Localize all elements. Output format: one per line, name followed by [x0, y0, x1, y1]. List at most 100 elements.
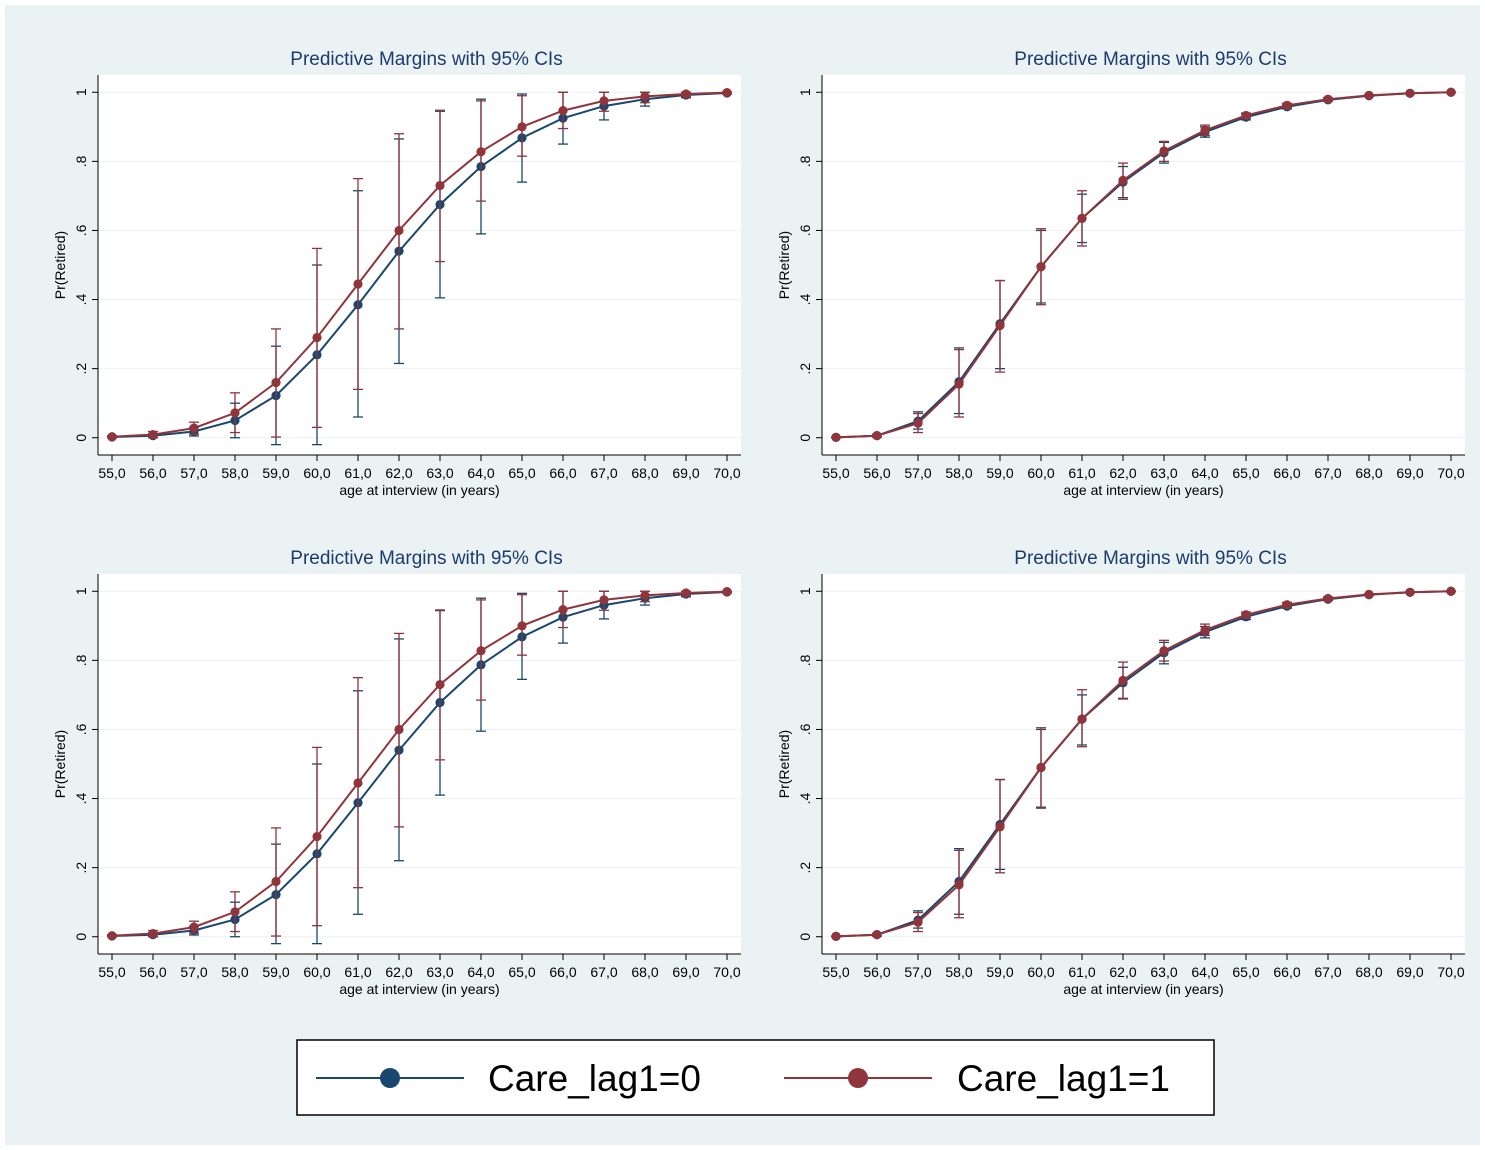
x-tick-label: 62,0 — [385, 465, 412, 481]
data-point — [394, 724, 404, 735]
data-point — [1159, 646, 1169, 656]
data-point — [722, 88, 732, 98]
data-point — [148, 929, 158, 939]
x-tick-label: 65,0 — [1232, 465, 1259, 481]
x-tick-label: 67,0 — [590, 465, 617, 481]
data-point — [394, 225, 404, 236]
x-tick-label: 57,0 — [180, 964, 207, 980]
x-axis-title: age at interview (in years) — [1063, 981, 1223, 997]
data-point — [1323, 94, 1333, 104]
x-tick-label: 67,0 — [1314, 465, 1341, 481]
data-point — [1118, 675, 1128, 686]
series-line — [111, 591, 728, 937]
chart-title: Predictive Margins with 95% CIs — [290, 548, 562, 569]
y-tick-label: .6 — [73, 224, 89, 236]
series-1 — [831, 87, 1456, 442]
y-tick-label: .6 — [73, 723, 89, 735]
y-tick-label: 0 — [73, 933, 89, 941]
data-point — [1200, 625, 1210, 635]
y-tick-label: .4 — [797, 792, 813, 804]
data-point — [148, 430, 158, 440]
x-tick-label: 60,0 — [303, 465, 330, 481]
data-point — [722, 587, 732, 597]
x-tick-label: 64,0 — [1191, 465, 1218, 481]
y-tick-label: .2 — [797, 363, 813, 375]
legend: Care_lag1=0 Care_lag1=1 — [296, 1039, 1215, 1116]
legend-label-1: Care_lag1=1 — [957, 1058, 1170, 1099]
legend-item-care-lag1-1: Care_lag1=1 — [784, 1058, 1170, 1099]
data-point — [872, 431, 882, 441]
data-point — [1159, 146, 1169, 156]
data-point — [517, 621, 527, 631]
series-line — [111, 590, 728, 937]
x-tick-label: 65,0 — [508, 465, 535, 481]
data-point — [1282, 600, 1292, 610]
chart-title: Predictive Margins with 95% CIs — [1014, 548, 1286, 569]
x-tick-label: 66,0 — [549, 465, 576, 481]
plot-area — [822, 574, 1465, 954]
data-point — [189, 922, 199, 932]
x-tick-label: 69,0 — [672, 964, 699, 980]
data-point — [230, 408, 240, 418]
x-tick-label: 64,0 — [467, 465, 494, 481]
legend-label-0: Care_lag1=0 — [488, 1058, 701, 1099]
x-tick-label: 58,0 — [945, 964, 972, 980]
y-tick-label: .6 — [797, 723, 813, 735]
x-tick-label: 63,0 — [1150, 465, 1177, 481]
y-tick-label: .2 — [73, 363, 89, 375]
data-point — [995, 320, 1005, 331]
x-tick-label: 56,0 — [863, 465, 890, 481]
x-tick-label: 66,0 — [1273, 964, 1300, 980]
x-tick-label: 64,0 — [1191, 964, 1218, 980]
x-tick-label: 69,0 — [1396, 465, 1423, 481]
data-point — [1323, 593, 1333, 604]
y-axis-title: Pr(Retired) — [52, 730, 68, 798]
x-tick-label: 67,0 — [590, 964, 617, 980]
data-point — [1364, 90, 1374, 100]
x-tick-label: 62,0 — [1109, 964, 1136, 980]
y-tick-label: .8 — [73, 654, 89, 666]
data-point — [353, 778, 363, 788]
legend-swatch-marker-0 — [380, 1068, 400, 1088]
y-axis-title: Pr(Retired) — [776, 730, 792, 798]
x-tick-label: 60,0 — [1027, 964, 1054, 980]
data-point — [599, 595, 609, 605]
data-point — [1077, 714, 1087, 724]
data-point — [872, 930, 882, 940]
x-tick-label: 59,0 — [262, 964, 289, 980]
data-point — [1036, 262, 1046, 272]
x-tick-label: 61,0 — [344, 465, 371, 481]
data-point — [913, 917, 923, 927]
x-tick-label: 64,0 — [467, 964, 494, 980]
x-tick-label: 69,0 — [1396, 964, 1423, 980]
series-line — [835, 91, 1452, 439]
x-tick-label: 69,0 — [672, 465, 699, 481]
chart-panel-2: 0 .2 .4 .6 .8 1 55,0 56,0 57,0 58,0 59,0 60,0 61,0 62… — [52, 548, 741, 997]
data-point — [1241, 610, 1251, 620]
x-tick-label: 58,0 — [221, 964, 248, 980]
data-point — [1405, 88, 1415, 98]
x-tick-label: 62,0 — [385, 964, 412, 980]
x-tick-label: 66,0 — [549, 964, 576, 980]
x-tick-label: 68,0 — [1355, 465, 1382, 481]
y-tick-label: 1 — [73, 587, 89, 595]
x-tick-label: 58,0 — [221, 465, 248, 481]
x-tick-label: 60,0 — [1027, 465, 1054, 481]
chart-title: Predictive Margins with 95% CIs — [290, 49, 562, 70]
data-point — [476, 147, 486, 157]
chart-panel-1: 0 .2 .4 .6 .8 1 55,0 56,0 57,0 58,0 59,0 60,0 61,0 62… — [776, 49, 1465, 498]
data-point — [107, 432, 117, 442]
x-tick-label: 55,0 — [98, 964, 125, 980]
y-tick-label: .2 — [73, 862, 89, 874]
x-tick-label: 63,0 — [1150, 964, 1177, 980]
y-tick-label: .6 — [797, 224, 813, 236]
y-tick-label: 1 — [797, 88, 813, 96]
data-point — [435, 180, 445, 191]
x-tick-label: 68,0 — [631, 964, 658, 980]
y-tick-label: .8 — [797, 155, 813, 167]
x-axis-title: age at interview (in years) — [1063, 482, 1223, 498]
plot-area — [98, 574, 741, 954]
data-point — [913, 418, 923, 428]
y-tick-label: .8 — [73, 155, 89, 167]
x-tick-label: 61,0 — [1068, 465, 1095, 481]
